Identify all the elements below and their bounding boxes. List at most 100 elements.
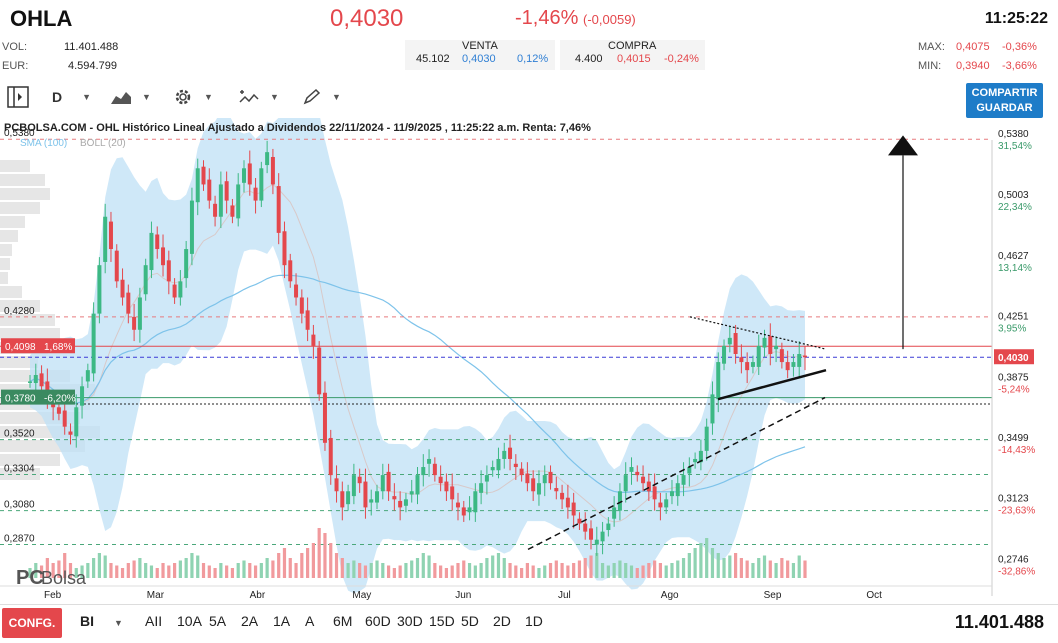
volume-bar <box>86 563 90 578</box>
sell-label: VENTA <box>462 40 498 52</box>
candle <box>722 339 727 371</box>
candle <box>363 468 368 519</box>
volume-bar <box>410 560 414 578</box>
period-button[interactable]: 2D <box>493 613 511 629</box>
axis-pct-label: 3,95% <box>998 324 1026 335</box>
volume-bar <box>92 558 96 578</box>
candle <box>380 463 385 500</box>
candle <box>184 240 189 288</box>
candle <box>392 483 397 511</box>
config-button[interactable]: CONFG. <box>2 608 62 638</box>
candle <box>629 457 634 485</box>
period-button[interactable]: 1D <box>525 613 543 629</box>
candle-body <box>554 488 559 492</box>
volume-bar <box>716 553 720 578</box>
candle-body <box>612 507 617 519</box>
candle-body <box>698 450 703 463</box>
candle <box>635 465 640 482</box>
period-button[interactable]: 30D <box>397 613 423 629</box>
period-button[interactable]: 6M <box>333 613 353 629</box>
chart-type-select[interactable]: BI ▼ <box>80 613 123 629</box>
volume-bar <box>248 563 252 578</box>
candle <box>473 483 478 522</box>
volume-bar <box>97 553 102 578</box>
candle <box>438 465 443 492</box>
period-dropdown[interactable]: D ▼ <box>52 82 91 112</box>
candle-body <box>629 467 634 472</box>
period-button[interactable]: 2A <box>241 613 259 629</box>
candle-body <box>178 281 183 298</box>
candle-body <box>184 249 189 279</box>
candle-body <box>120 279 125 298</box>
period-button[interactable]: 10A <box>177 613 202 629</box>
candle-body <box>409 491 414 495</box>
drawing-tools-dropdown[interactable]: ▼ <box>302 82 341 112</box>
candle <box>750 355 755 374</box>
candle-body <box>103 216 108 262</box>
period-button[interactable]: 5A <box>209 613 227 629</box>
volume-bar <box>439 565 443 578</box>
candle <box>334 465 339 503</box>
candle-body <box>334 478 339 492</box>
logo-bolsa: Bolsa <box>41 568 87 588</box>
candle <box>479 470 484 505</box>
candle <box>444 473 449 501</box>
chart-type-dropdown[interactable]: ▼ <box>110 82 151 112</box>
period-button[interactable]: 5D <box>461 613 479 629</box>
period-button[interactable]: AII <box>145 613 163 629</box>
x-axis: Feb Mar Abr May Jun Jul Ago Sep Oct <box>0 585 992 600</box>
volume-bar <box>167 565 171 578</box>
volume-bar <box>450 565 454 578</box>
candle-body <box>375 491 380 503</box>
drawings <box>527 135 918 551</box>
candle <box>455 492 460 521</box>
candle <box>432 457 437 482</box>
candle <box>74 394 79 448</box>
x-tick-label: Oct <box>866 590 882 600</box>
period-button[interactable]: 1A <box>273 613 291 629</box>
candle <box>623 462 628 503</box>
volume-bar <box>340 558 344 578</box>
volume-bar <box>277 553 281 578</box>
period-button[interactable]: 15D <box>429 613 455 629</box>
candle <box>178 270 183 306</box>
volume-profile-bar <box>0 188 50 200</box>
period-button[interactable]: A <box>305 613 315 629</box>
volume-bar <box>115 565 119 578</box>
share-save-button[interactable]: COMPARTIR GUARDAR <box>966 83 1043 118</box>
volume-bar <box>358 563 362 578</box>
candle-body <box>403 499 408 506</box>
period-button[interactable]: 60D <box>365 613 391 629</box>
candle-body <box>508 447 513 459</box>
candle-body <box>265 152 270 166</box>
volume-bar <box>161 563 165 578</box>
x-tick-label: Jul <box>558 590 571 600</box>
candle-body <box>536 483 541 495</box>
max-label: MAX: <box>918 41 945 53</box>
candle-body <box>565 497 570 508</box>
x-tick-label: Feb <box>44 590 62 600</box>
candle-body <box>502 450 507 459</box>
volume-profile-bar <box>0 454 60 466</box>
candle <box>398 491 403 521</box>
candle-body <box>484 475 489 482</box>
panel-toggle-button[interactable] <box>6 82 30 112</box>
candle-body <box>623 475 628 492</box>
candle <box>195 158 200 216</box>
volume-bar <box>213 568 217 578</box>
candle-body <box>432 463 437 476</box>
candle-body <box>704 426 709 451</box>
settings-dropdown[interactable]: ▼ <box>172 82 213 112</box>
volume-bar <box>190 553 194 578</box>
indicators-dropdown[interactable]: ▼ <box>238 82 279 112</box>
axis-pct-label: -5,24% <box>998 384 1030 395</box>
price-chart[interactable]: 0,5380 0,4280 0,4098 1,68% 0,3780 -6,20% 0,352… <box>0 118 1058 600</box>
candle-body <box>218 184 223 217</box>
volume-bar <box>600 563 605 578</box>
candle <box>768 323 773 366</box>
volume-bar <box>566 565 570 578</box>
candle <box>126 284 131 324</box>
candle <box>241 160 246 193</box>
volume-bar <box>126 563 130 578</box>
candle-body <box>479 483 484 493</box>
